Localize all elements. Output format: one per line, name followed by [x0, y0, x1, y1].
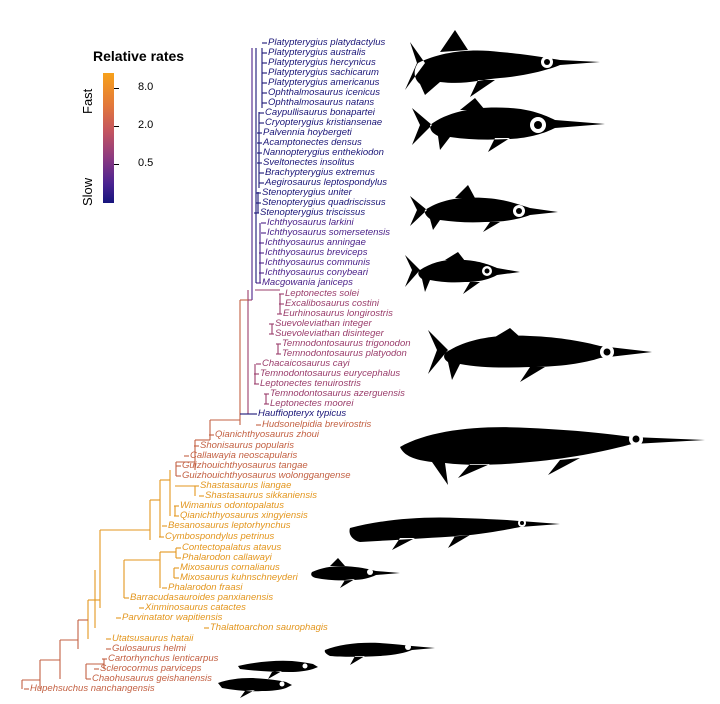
taxon-label: Temnodontosaurus trigonodon — [282, 338, 411, 349]
taxon-label: Qianichthyosaurus zhoui — [215, 429, 320, 440]
utatsusaurus-silhouette — [324, 642, 435, 665]
stenopterygius-silhouette — [410, 185, 558, 232]
taxon-label: Callawayia neoscapularis — [190, 450, 298, 461]
taxon-label: Stenopterygius uniter — [262, 187, 352, 198]
taxon-label: Nannopterygius enthekiodon — [263, 147, 384, 158]
taxon-label: Ichthyosaurus anningae — [265, 237, 366, 248]
taxon-label: Mixosaurus kuhnschneyderi — [180, 572, 298, 583]
taxon-label: Guizhouichthyosaurus tangae — [182, 460, 308, 471]
taxon-label: Ichthyosaurus somersetensis — [267, 227, 391, 238]
taxon-label: Platypterygius hercynicus — [268, 57, 376, 68]
taxon-label: Thalattoarchon saurophagis — [210, 622, 328, 633]
taxon-label: Ichthyosaurus communis — [265, 257, 371, 268]
ophthalmosaurid-silhouette — [405, 30, 600, 97]
taxon-label: Platypterygius americanus — [268, 77, 380, 88]
taxon-label: Shonisaurus popularis — [200, 440, 295, 451]
taxon-label: Platypterygius sachicarum — [268, 67, 379, 78]
cartorhynchus-silhouette — [238, 660, 318, 679]
legend-tick-mark — [114, 88, 119, 89]
taxon-label: Temnodontosaurus azerguensis — [270, 388, 405, 399]
legend-tick-label: 8.0 — [138, 81, 154, 93]
taxon-label: Shastasaurus sikkaniensis — [205, 490, 317, 501]
color-scale-bar — [103, 73, 114, 203]
taxon-label: Suevoleviathan integer — [275, 318, 372, 329]
platypterygiine-silhouette — [412, 98, 605, 152]
taxon-label: Leptonectes solei — [285, 288, 359, 299]
shonisaurus-silhouette — [400, 427, 705, 485]
taxon-label: Ichthyosaurus conybeari — [265, 267, 368, 278]
taxon-label: Besanosaurus leptorhynchus — [168, 520, 291, 531]
legend-title: Relative rates — [93, 48, 185, 64]
taxon-label: Excalibosaurus costini — [285, 298, 379, 309]
taxon-label: Platypterygius australis — [268, 47, 366, 58]
mixosaurus-silhouette — [311, 558, 400, 588]
taxon-label: Mixosaurus cornalianus — [180, 562, 280, 573]
taxon-label: Hudsonelpidia brevirostris — [262, 419, 372, 430]
taxon-label: Sclerocormus parviceps — [100, 663, 202, 674]
legend-tick-mark — [114, 126, 119, 127]
taxon-label: Xinminosaurus catactes — [145, 602, 246, 613]
taxon-label: Hauffiopteryx typicus — [258, 408, 347, 419]
taxon-label: Leptonectes tenuirostris — [260, 378, 361, 389]
taxon-label: Sveltonectes insolitus — [263, 157, 355, 168]
fast-label: Fast — [80, 88, 95, 114]
taxon-label: Ophthalmosaurus icenicus — [268, 87, 380, 98]
taxon-label: Eurhinosaurus longirostris — [283, 308, 393, 319]
taxon-label: Barracudasauroides panxianensis — [130, 592, 274, 603]
taxon-label: Macgowania janiceps — [262, 277, 353, 288]
taxon-label: Leptonectes moorei — [270, 398, 354, 409]
hupehsuchus-silhouette — [218, 678, 292, 698]
legend-tick-label: 2.0 — [138, 119, 154, 131]
taxon-label: Phalarodon fraasi — [168, 582, 243, 593]
taxon-label: Suevoleviathan disinteger — [275, 328, 384, 339]
taxon-label: Hupehsuchus nanchangensis — [30, 683, 155, 694]
taxon-label: Wimanius odontopalatus — [180, 500, 284, 511]
taxon-label: Contectopalatus atavus — [182, 542, 282, 553]
taxon-label: Phalarodon callawayi — [182, 552, 272, 563]
taxon-label: Temnodontosaurus platyodon — [282, 348, 407, 359]
taxon-label: Stenopterygius quadriscissus — [262, 197, 386, 208]
cymbospondylus-silhouette — [349, 517, 560, 550]
taxon-label: Brachypterygius extremus — [265, 167, 375, 178]
taxon-label: Shastasaurus liangae — [200, 480, 292, 491]
taxon-label: Cryopterygius kristiansenae — [265, 117, 383, 128]
legend-tick-mark — [114, 164, 119, 165]
legend-tick-label: 0.5 — [138, 157, 154, 169]
taxon-label: Cartorhynchus lenticarpus — [108, 653, 219, 664]
taxon-label: Chaohusaurus geishanensis — [92, 673, 212, 684]
taxon-label: Temnodontosaurus eurycephalus — [260, 368, 401, 379]
temnodontosaurus-silhouette — [428, 328, 652, 382]
taxon-label: Parvinatator wapitiensis — [122, 612, 223, 623]
taxon-label: Platypterygius platydactylus — [268, 37, 386, 48]
taxon-label: Gulosaurus helmi — [112, 643, 186, 654]
taxon-label: Ophthalmosaurus natans — [268, 97, 375, 108]
slow-label: Slow — [80, 177, 95, 206]
taxon-label: Stenopterygius triscissus — [260, 207, 366, 218]
taxon-label: Cymbospondylus petrinus — [165, 531, 275, 542]
taxon-label: Chacaicosaurus cayi — [262, 358, 350, 369]
taxon-label: Qianichthyosaurus xingyiensis — [180, 510, 308, 521]
taxon-label: Ichthyosaurus larkini — [267, 217, 354, 228]
taxon-label: Palvennia hoybergeti — [263, 127, 352, 138]
taxon-label: Guizhouichthyosaurus wolonggangense — [182, 470, 351, 481]
taxon-label: Acamptonectes densus — [263, 137, 362, 148]
taxon-label: Aegirosaurus leptospondylus — [265, 177, 387, 188]
taxon-label: Utatsusaurus hataii — [112, 633, 194, 644]
taxon-label: Ichthyosaurus breviceps — [265, 247, 368, 258]
ichthyosaurus-silhouette — [405, 252, 520, 294]
taxon-label: Caypullisaurus bonapartei — [265, 107, 375, 118]
